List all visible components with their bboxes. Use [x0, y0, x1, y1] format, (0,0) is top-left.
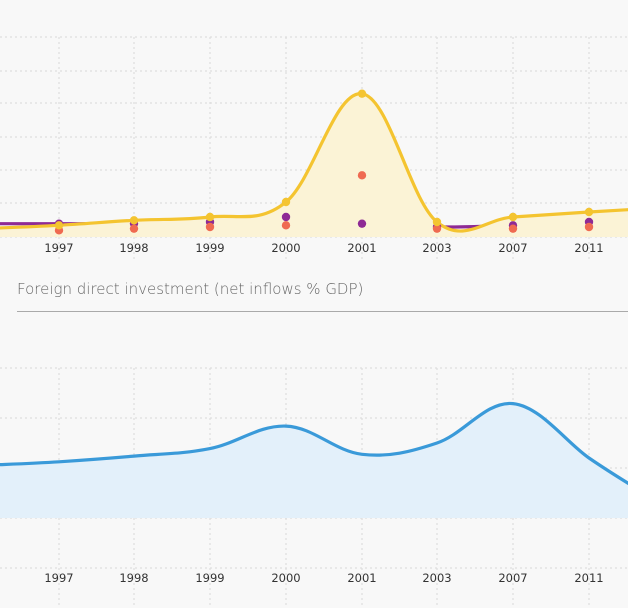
data-point[interactable] — [508, 212, 518, 222]
data-point[interactable] — [205, 222, 215, 232]
data-point[interactable] — [584, 207, 594, 217]
x-tick-label: 2011 — [574, 241, 603, 255]
data-point[interactable] — [432, 224, 442, 233]
data-point[interactable] — [584, 222, 594, 232]
x-tick-label: 1997 — [44, 241, 73, 255]
x-tick-label: 2007 — [498, 241, 527, 255]
data-point[interactable] — [357, 89, 367, 98]
x-tick-label: 2007 — [498, 571, 527, 585]
data-point[interactable] — [129, 216, 139, 225]
x-tick-label: 1999 — [195, 571, 224, 585]
series-area — [0, 403, 628, 518]
x-tick-label: 2000 — [271, 241, 300, 255]
x-tick-label: 1998 — [119, 571, 148, 585]
data-point[interactable] — [281, 212, 291, 222]
data-point[interactable] — [357, 219, 367, 228]
section-divider — [17, 311, 628, 312]
section-title: Foreign direct investment (net inflows %… — [17, 280, 364, 298]
x-axis-ticks: 1997 1998 1999 2000 2001 2003 2007 2011 — [44, 571, 603, 585]
x-tick-label: 1999 — [195, 241, 224, 255]
x-tick-label: 2001 — [347, 241, 376, 255]
x-tick-label: 2003 — [422, 571, 451, 585]
series-line — [0, 92, 628, 233]
data-point[interactable] — [432, 217, 442, 227]
series-area — [0, 93, 628, 237]
series-group — [0, 401, 628, 518]
data-point[interactable] — [357, 171, 367, 180]
x-tick-label: 2003 — [422, 241, 451, 255]
x-tick-label: 1998 — [119, 241, 148, 255]
x-tick-label: 2011 — [574, 571, 603, 585]
x-tick-label: 2001 — [347, 571, 376, 585]
fdi-chart: 1997 1998 1999 2000 2001 2003 2007 2011 — [0, 367, 628, 608]
series-group — [0, 89, 628, 237]
x-axis-ticks: 1997 1998 1999 2000 2001 2003 2007 2011 — [44, 241, 603, 255]
x-tick-label: 2000 — [271, 571, 300, 585]
series-line — [0, 401, 628, 486]
data-point[interactable] — [281, 221, 291, 230]
data-point[interactable] — [54, 221, 64, 230]
main-chart: 1997 1998 1999 2000 2001 2003 2007 2011 — [0, 36, 628, 262]
x-tick-label: 1997 — [44, 571, 73, 585]
data-point[interactable] — [129, 224, 139, 233]
data-point[interactable] — [508, 224, 518, 233]
data-point[interactable] — [281, 197, 291, 207]
data-point[interactable] — [205, 212, 215, 222]
